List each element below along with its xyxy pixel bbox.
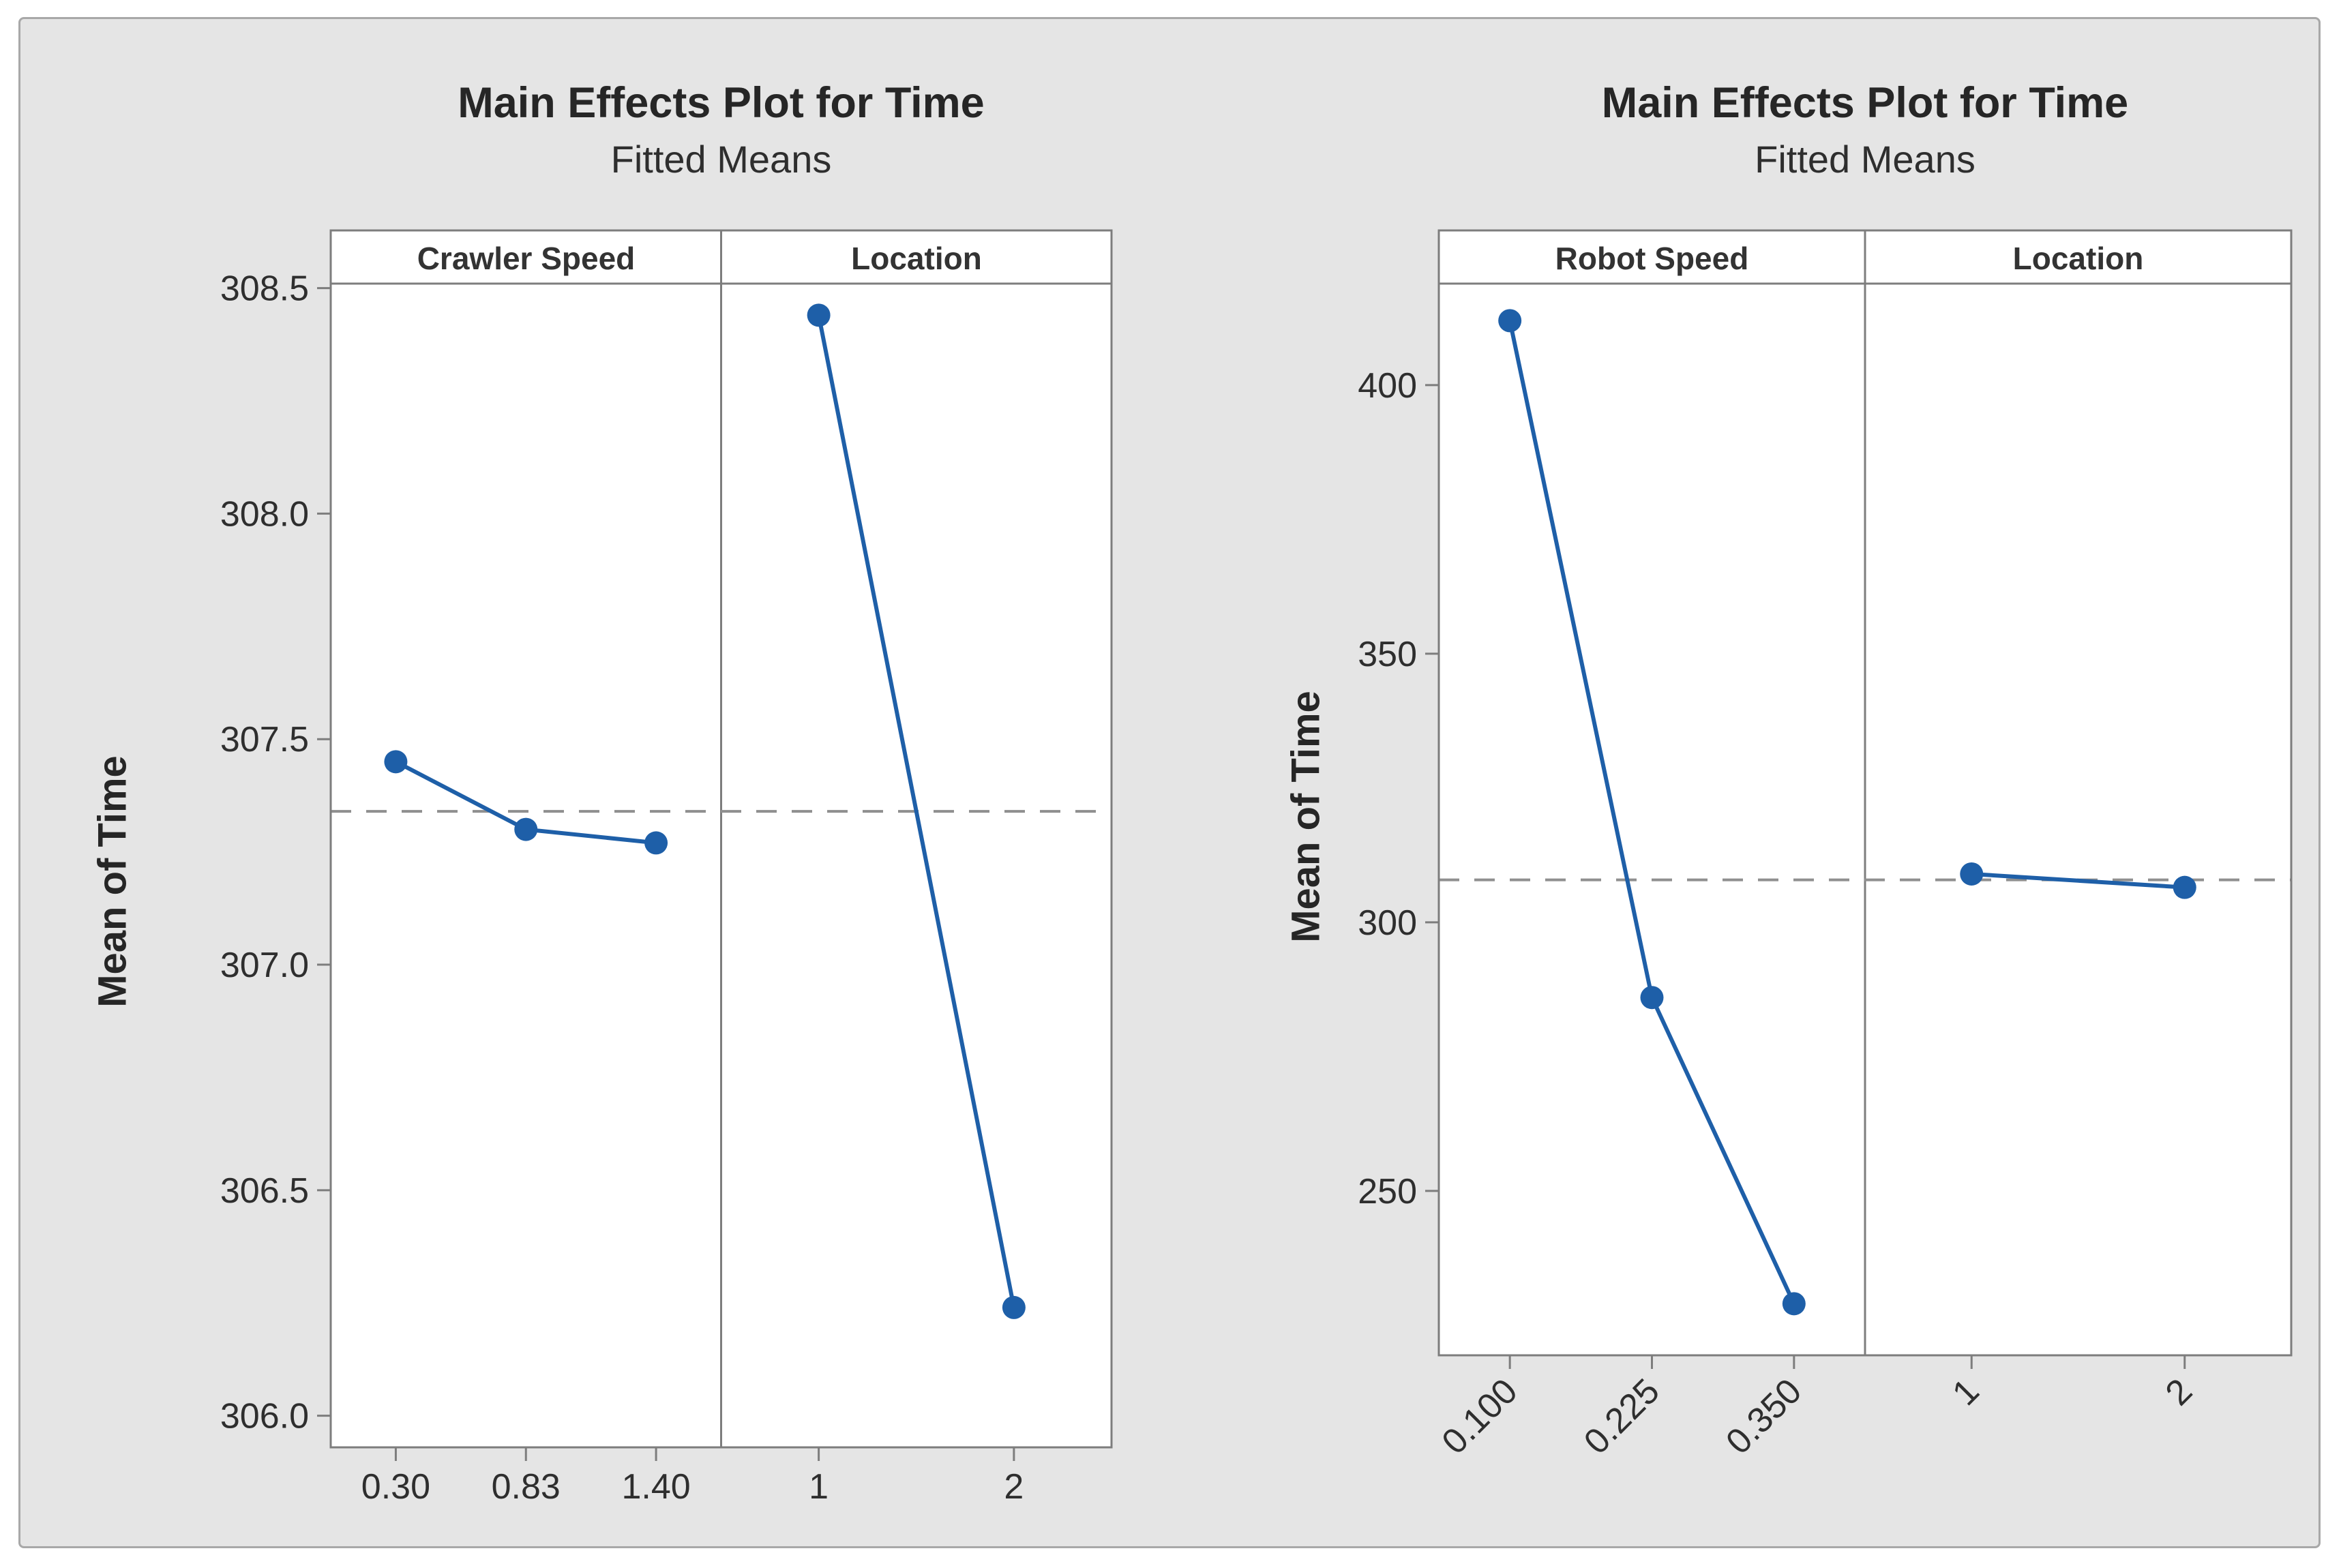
chart-plot-area: 250 300 350 400 0.100 0.225 0.350 1 2 (1358, 229, 2293, 1462)
data-point-marker (1782, 1292, 1806, 1316)
x-tick-label: 2 (1004, 1467, 1024, 1507)
data-point-marker (807, 303, 831, 327)
chart-subtitle: Fitted Means (610, 138, 832, 181)
plot-canvas: 306.0 306.5 307.0 307.5 308.0 308.5 0.30 0.83 1.… (18, 17, 2321, 1548)
data-point-marker (2173, 875, 2196, 899)
x-tick-label: 1 (1945, 1371, 1986, 1413)
y-axis-label: Mean of Time (90, 755, 135, 1008)
x-tick-label: 1 (809, 1467, 829, 1507)
chart-plot-area: 306.0 306.5 307.0 307.5 308.0 308.5 0.30 0.83 1.… (220, 229, 1113, 1507)
data-point-marker (1498, 309, 1522, 333)
x-tick-label: 1.40 (621, 1467, 690, 1507)
y-tick-label: 400 (1358, 366, 1417, 406)
y-axis-label: Mean of Time (1283, 691, 1328, 943)
x-tick-label: 0.30 (361, 1467, 430, 1507)
data-point-marker (514, 817, 538, 841)
main-effects-chart-crawler: 306.0 306.5 307.0 307.5 308.0 308.5 0.30 0.83 1.… (61, 53, 1193, 1533)
data-point-marker (1002, 1295, 1026, 1319)
y-tick-label: 350 (1358, 635, 1417, 674)
y-tick-label: 308.0 (220, 494, 309, 534)
chart-title: Main Effects Plot for Time (1601, 79, 2129, 127)
main-effects-chart-robot: 250 300 350 400 0.100 0.225 0.350 1 2 Main Effec… (1241, 53, 2339, 1533)
y-tick-label: 250 (1358, 1172, 1417, 1211)
chart-subtitle: Fitted Means (1755, 138, 1975, 181)
x-tick-label: 0.83 (492, 1467, 561, 1507)
data-point-marker (1640, 986, 1664, 1010)
series-line (1971, 871, 2185, 890)
y-tick-label: 306.5 (220, 1171, 309, 1211)
chart-title-block: Main Effects Plot for Time Fitted Means (1439, 74, 2291, 187)
data-point-marker (1960, 862, 1984, 886)
plot-frame (1437, 229, 2293, 1357)
y-tick-label: 307.5 (220, 720, 309, 759)
x-tick-label: 0.100 (1435, 1371, 1525, 1462)
y-tick-label: 308.5 (220, 269, 309, 309)
plot-frame (329, 229, 1113, 1449)
data-point-marker (384, 750, 408, 774)
panel-header-location: Location (2012, 241, 2144, 276)
data-point-marker (644, 831, 668, 855)
panel-header-crawler-speed: Crawler Speed (417, 241, 636, 276)
chart-title-block: Main Effects Plot for Time Fitted Means (331, 74, 1112, 187)
x-tick-label: 0.350 (1718, 1371, 1809, 1462)
panel-header-robot-speed: Robot Speed (1555, 241, 1749, 276)
chart-title: Main Effects Plot for Time (458, 79, 985, 127)
series-line (816, 314, 1016, 1308)
y-tick-label: 307.0 (220, 946, 309, 985)
x-tick-label: 2 (2158, 1371, 2200, 1413)
y-tick-label: 300 (1358, 903, 1417, 943)
y-tick-label: 306.0 (220, 1397, 309, 1436)
panel-header-location: Location (851, 241, 982, 276)
x-tick-label: 0.225 (1577, 1371, 1667, 1462)
